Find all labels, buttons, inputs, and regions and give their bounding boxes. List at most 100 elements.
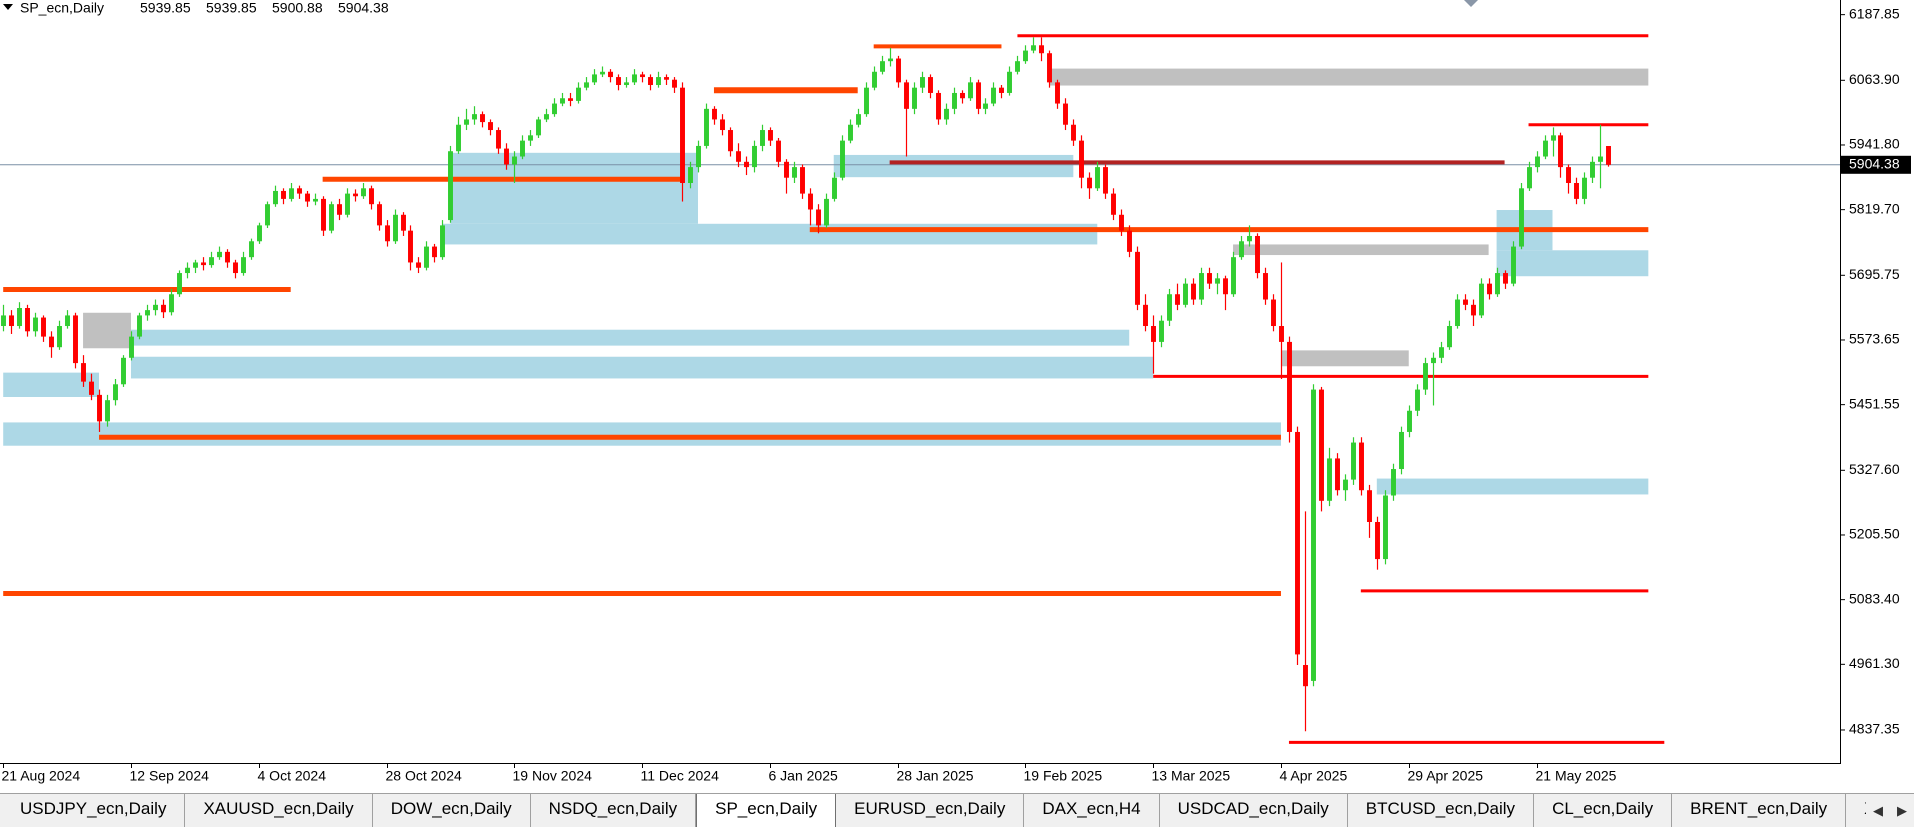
ohlc-value: 5904.38 xyxy=(338,0,389,16)
candle-body xyxy=(161,304,166,313)
candle-body xyxy=(1071,124,1076,141)
tab[interactable]: USDCAD_ecn,Daily xyxy=(1160,794,1348,827)
y-tick-label: 4837.35 xyxy=(1849,721,1900,737)
candle-body xyxy=(944,108,949,120)
candle-body xyxy=(1223,278,1228,295)
candle-body xyxy=(113,384,118,401)
y-tick-label: 5941.80 xyxy=(1849,136,1900,152)
tab[interactable]: DAX_ecn,H4 xyxy=(1024,794,1160,827)
candle-body xyxy=(1511,246,1516,284)
candle-body xyxy=(1495,273,1500,295)
candle-body xyxy=(97,394,102,422)
candle-body xyxy=(656,77,661,86)
candle-body xyxy=(1439,347,1444,358)
candle-body xyxy=(361,188,366,197)
tab[interactable]: XAUUSD_ecn,Daily xyxy=(185,794,373,827)
candle-body xyxy=(129,336,134,358)
candle-body xyxy=(1319,389,1324,501)
x-tick-label: 19 Feb 2025 xyxy=(1024,768,1103,784)
tab[interactable]: EURUSD_ecn,Daily xyxy=(836,794,1025,827)
candle-body xyxy=(736,151,741,162)
candle-body xyxy=(1423,363,1428,390)
tab[interactable]: BRENT_ecn,Daily xyxy=(1672,794,1847,827)
plot-area xyxy=(0,34,1840,744)
candle-body xyxy=(1503,273,1508,284)
candle-body xyxy=(480,114,485,123)
candle-body xyxy=(1455,299,1460,327)
tab-scroll-right[interactable]: ▶ xyxy=(1897,802,1907,818)
tab[interactable]: SP_ecn,Daily xyxy=(696,794,837,827)
zone xyxy=(83,312,131,349)
x-tick-label: 4 Oct 2024 xyxy=(258,768,327,784)
zone xyxy=(833,154,1074,178)
x-tick-label: 21 Aug 2024 xyxy=(2,768,81,784)
candle-body xyxy=(1143,304,1148,327)
x-tick-label: 19 Nov 2024 xyxy=(513,768,593,784)
candle-body xyxy=(1295,431,1300,655)
candle-body xyxy=(1431,357,1436,364)
ohlc-value: 5900.88 xyxy=(272,0,323,16)
candle-body xyxy=(864,87,869,115)
ohlc-header: 5939.85 5939.85 5900.88 5904.38 xyxy=(140,0,389,16)
candle-body xyxy=(424,246,429,268)
candle-body xyxy=(1383,495,1388,560)
candle-body xyxy=(1271,299,1276,327)
candle-body xyxy=(616,77,621,86)
candle-body xyxy=(528,135,533,141)
scroll-marker xyxy=(1464,0,1478,7)
tab[interactable]: XAGUSD_ecn,Daily xyxy=(1846,794,1866,827)
candle-body xyxy=(1135,251,1140,305)
candle-body xyxy=(105,400,110,422)
candle-body xyxy=(744,161,749,168)
candle-body xyxy=(712,108,717,120)
candle-body xyxy=(584,82,589,88)
candle-body xyxy=(991,87,996,104)
candle-body xyxy=(464,119,469,125)
y-tick-label: 4961.30 xyxy=(1849,655,1900,671)
candle-body xyxy=(1566,167,1571,184)
zone xyxy=(130,356,1154,379)
candle-body xyxy=(912,87,917,109)
collapse-icon[interactable] xyxy=(3,4,13,10)
candle-body xyxy=(1574,183,1579,199)
x-tick-label: 12 Sep 2024 xyxy=(130,768,210,784)
candle-body xyxy=(217,251,222,258)
candle-body xyxy=(936,92,941,120)
candle-body xyxy=(800,167,805,194)
tab[interactable]: USDJPY_ecn,Daily xyxy=(2,794,186,827)
candle-body xyxy=(1119,214,1124,231)
candle-body xyxy=(1239,241,1244,258)
candle-body xyxy=(1359,442,1364,491)
candle-body xyxy=(329,204,334,231)
candle-body xyxy=(792,167,797,178)
candle-body xyxy=(1023,50,1028,62)
candle-body xyxy=(896,58,901,83)
candle-body xyxy=(816,209,821,226)
tab[interactable]: CL_ecn,Daily xyxy=(1534,794,1673,827)
candle-body xyxy=(73,315,78,364)
tab[interactable]: BTCUSD_ecn,Daily xyxy=(1348,794,1535,827)
zone xyxy=(1049,68,1649,86)
y-tick-label: 5451.55 xyxy=(1849,395,1900,411)
candle-body xyxy=(1015,61,1020,72)
candle-body xyxy=(1343,479,1348,491)
tab[interactable]: NSDQ_ecn,Daily xyxy=(531,794,697,827)
zone xyxy=(3,422,1281,446)
candle-body xyxy=(408,230,413,263)
candle-body xyxy=(49,336,54,348)
candle-body xyxy=(1598,156,1603,162)
candle-body xyxy=(385,225,390,242)
x-tick-label: 21 May 2025 xyxy=(1536,768,1617,784)
y-tick-label: 5573.65 xyxy=(1849,331,1900,347)
candle-body xyxy=(456,124,461,152)
candle-body xyxy=(321,198,326,231)
candle-body xyxy=(720,119,725,131)
candle-body xyxy=(520,140,525,157)
zone xyxy=(1496,250,1649,277)
tab-scroll-left[interactable]: ◀ xyxy=(1873,802,1883,818)
candle-body xyxy=(672,79,677,88)
candle-body xyxy=(536,119,541,136)
candle-body xyxy=(313,198,318,202)
candle-body xyxy=(1039,45,1044,54)
tab[interactable]: DOW_ecn,Daily xyxy=(373,794,531,827)
